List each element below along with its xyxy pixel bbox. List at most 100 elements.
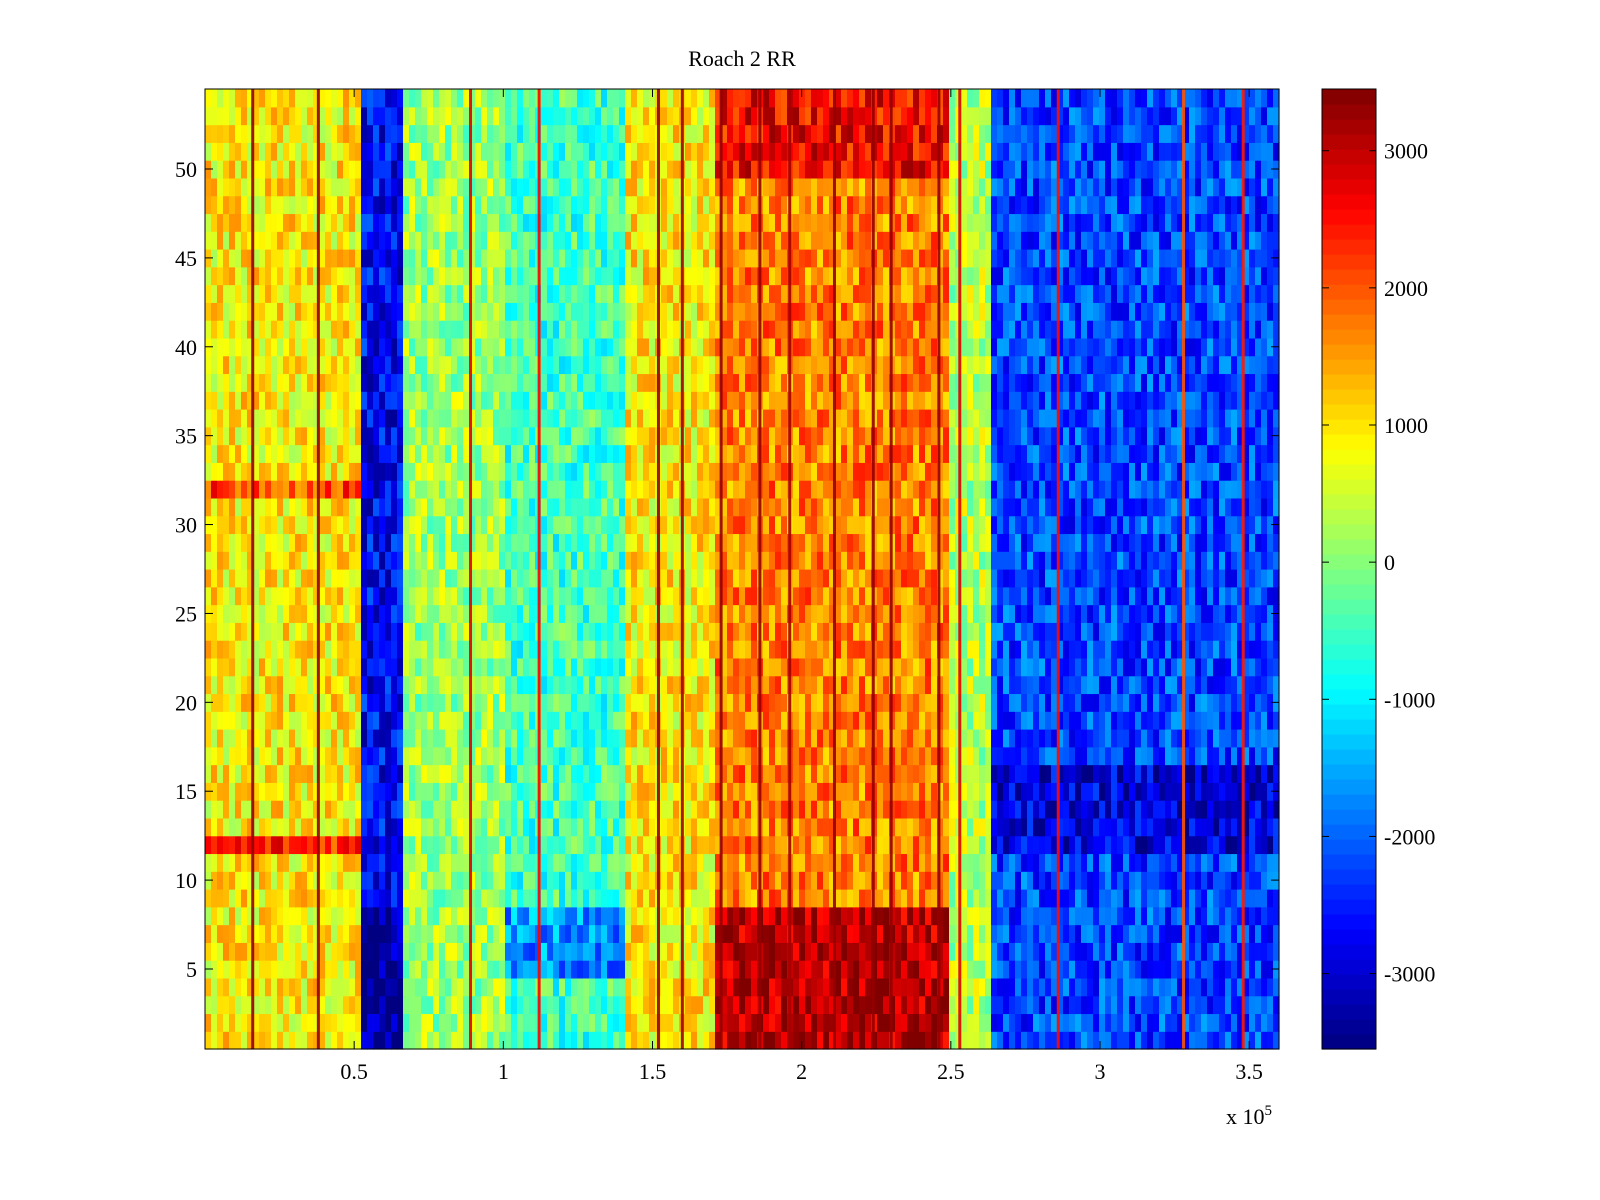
heatmap-cell bbox=[685, 586, 692, 606]
heatmap-cell bbox=[1273, 657, 1280, 677]
heatmap-cell bbox=[385, 1031, 392, 1050]
heatmap-cell bbox=[715, 960, 722, 979]
heatmap-cell bbox=[775, 675, 782, 695]
heatmap-cell bbox=[667, 657, 674, 677]
heatmap-cell bbox=[229, 569, 236, 588]
heatmap-cell bbox=[1051, 889, 1058, 908]
heatmap-cell bbox=[1261, 675, 1268, 695]
heatmap-cell bbox=[529, 746, 536, 766]
heatmap-cell bbox=[379, 995, 386, 1015]
heatmap-cell bbox=[1015, 782, 1022, 801]
heatmap-cell bbox=[229, 746, 236, 766]
heatmap-cell bbox=[565, 764, 572, 783]
heatmap-cell bbox=[397, 924, 404, 943]
heatmap-cell bbox=[841, 711, 848, 730]
heatmap-cell bbox=[409, 906, 416, 926]
heatmap-cell bbox=[721, 729, 728, 748]
heatmap-cell bbox=[985, 729, 992, 748]
heatmap-cell bbox=[985, 675, 992, 695]
heatmap-cell bbox=[943, 622, 950, 641]
heatmap-cell bbox=[253, 817, 260, 837]
heatmap-cell bbox=[1183, 604, 1190, 623]
heatmap-cell bbox=[481, 586, 488, 606]
heatmap-cell bbox=[637, 906, 644, 926]
heatmap-cell bbox=[571, 924, 578, 943]
heatmap-cell bbox=[325, 835, 332, 855]
heatmap-cell bbox=[1195, 835, 1202, 855]
heatmap-cell bbox=[1039, 960, 1046, 979]
heatmap-cell bbox=[355, 569, 362, 588]
heatmap-cell bbox=[403, 711, 410, 730]
heatmap-cell bbox=[1231, 835, 1238, 855]
heatmap-cell bbox=[1129, 960, 1136, 979]
heatmap-cell bbox=[595, 604, 602, 623]
heatmap-cell bbox=[457, 1031, 464, 1050]
heatmap-cell bbox=[931, 889, 938, 908]
heatmap-cell bbox=[853, 853, 860, 872]
heatmap-cell bbox=[307, 729, 314, 748]
heatmap-cell bbox=[1099, 906, 1106, 926]
heatmap-cell bbox=[685, 1031, 692, 1050]
heatmap-cell bbox=[1159, 622, 1166, 641]
heatmap-cell bbox=[223, 800, 230, 819]
heatmap-cell bbox=[421, 889, 428, 908]
heatmap-cell bbox=[775, 746, 782, 766]
heatmap-cell bbox=[985, 782, 992, 801]
heatmap-cell bbox=[853, 693, 860, 712]
heatmap-cell bbox=[511, 1013, 518, 1032]
heatmap-cell bbox=[1135, 800, 1142, 819]
heatmap-cell bbox=[397, 746, 404, 766]
heatmap-cell bbox=[1159, 817, 1166, 837]
heatmap-cell bbox=[589, 906, 596, 926]
heatmap-cell bbox=[841, 942, 848, 961]
heatmap-cell bbox=[1009, 622, 1016, 641]
heatmap-cell bbox=[319, 675, 326, 695]
heatmap-cell bbox=[697, 640, 704, 659]
heatmap-cell bbox=[1081, 711, 1088, 730]
heatmap-cell bbox=[1081, 675, 1088, 695]
heatmap-cell bbox=[529, 889, 536, 908]
heatmap-cell bbox=[1255, 657, 1262, 677]
heatmap-cell bbox=[589, 764, 596, 783]
heatmap-cell bbox=[691, 622, 698, 641]
heatmap-cell bbox=[301, 1031, 308, 1050]
heatmap-cell bbox=[1021, 977, 1028, 997]
heatmap-cell bbox=[1273, 1031, 1280, 1050]
heatmap-cell bbox=[1219, 569, 1226, 588]
heatmap-cell bbox=[475, 657, 482, 677]
heatmap-cell bbox=[1171, 640, 1178, 659]
heatmap-cell bbox=[613, 675, 620, 695]
heatmap-cell bbox=[481, 889, 488, 908]
heatmap-cell bbox=[811, 817, 818, 837]
heatmap-cell bbox=[853, 711, 860, 730]
heatmap-cell bbox=[1255, 871, 1262, 890]
heatmap-cell bbox=[205, 622, 212, 641]
heatmap-cell bbox=[1087, 800, 1094, 819]
heatmap-cell bbox=[439, 817, 446, 837]
heatmap-cell bbox=[367, 764, 374, 783]
heatmap-cell bbox=[961, 1031, 968, 1050]
heatmap-cell bbox=[1201, 960, 1208, 979]
heatmap-cell bbox=[541, 942, 548, 961]
heatmap-cell bbox=[1255, 746, 1262, 766]
heatmap-cell bbox=[979, 1013, 986, 1032]
heatmap-cell bbox=[961, 906, 968, 926]
heatmap-cell bbox=[415, 817, 422, 837]
heatmap-cell bbox=[799, 1013, 806, 1032]
heatmap-cell bbox=[373, 942, 380, 961]
heatmap-cell bbox=[991, 853, 998, 872]
heatmap-cell bbox=[793, 657, 800, 677]
heatmap-cell bbox=[883, 622, 890, 641]
heatmap-cell bbox=[1087, 569, 1094, 588]
heatmap-cell bbox=[457, 764, 464, 783]
heatmap-cell bbox=[469, 977, 476, 997]
heatmap-cell bbox=[475, 586, 482, 606]
heatmap-cell bbox=[229, 906, 236, 926]
heatmap-cell bbox=[445, 1031, 452, 1050]
heatmap-cell bbox=[1057, 569, 1064, 588]
heatmap-cell bbox=[577, 835, 584, 855]
heatmap-cell bbox=[547, 711, 554, 730]
heatmap-cell bbox=[1123, 835, 1130, 855]
heatmap-cell bbox=[331, 675, 338, 695]
heatmap-cell bbox=[1249, 693, 1256, 712]
